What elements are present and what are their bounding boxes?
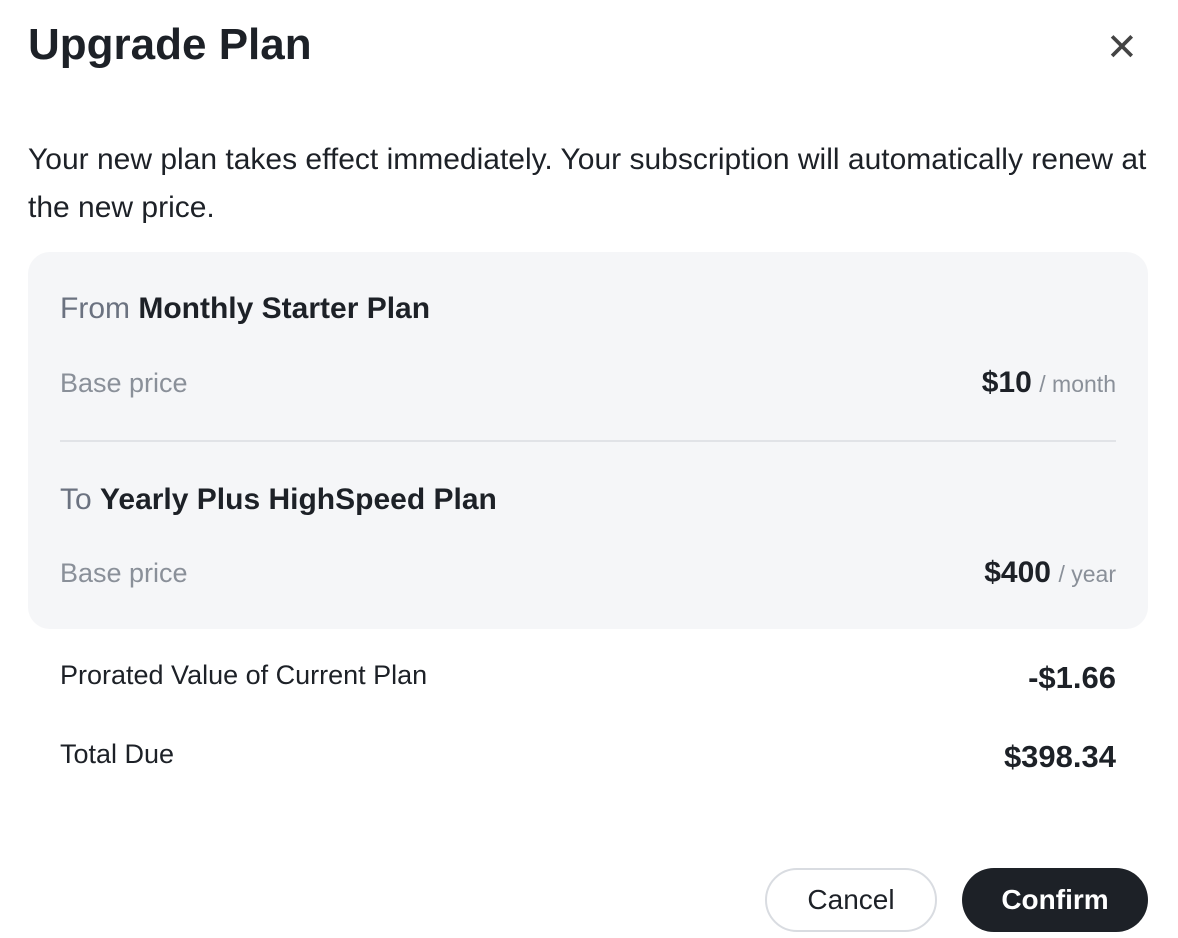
to-price: $400 [984,556,1051,589]
total-row: Total Due $398.34 [60,739,1116,774]
divider [60,440,1116,442]
total-value: $398.34 [1003,739,1116,774]
from-price: $10 [981,366,1032,399]
to-plan: To Yearly Plus HighSpeed Plan [60,483,497,516]
plan-comparison-card: From Monthly Starter Plan Base price $10… [28,252,1148,629]
confirm-button[interactable]: Confirm [962,868,1148,932]
from-plan: From Monthly Starter Plan [60,292,431,325]
close-icon[interactable]: ✕ [1106,27,1138,69]
prorated-row: Prorated Value of Current Plan -$1.66 [60,660,1116,695]
dialog-title: Upgrade Plan [28,20,312,69]
prorated-value: -$1.66 [1028,660,1116,695]
cancel-button[interactable]: Cancel [765,868,937,932]
from-price-row: Base price $10 / month [60,366,1116,399]
to-price-row: Base price $400 / year [60,556,1116,589]
to-plan-name: Yearly Plus HighSpeed Plan [100,483,497,516]
from-plan-name: Monthly Starter Plan [138,292,431,325]
dialog-description: Your new plan takes effect immediately. … [28,143,1147,224]
